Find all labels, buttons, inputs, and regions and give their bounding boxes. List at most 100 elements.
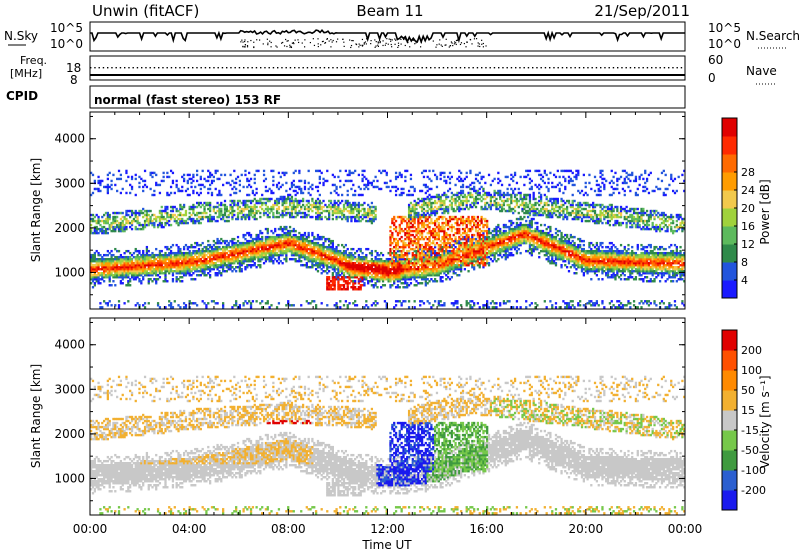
power-cell: [365, 300, 367, 302]
nave-dot: [201, 67, 202, 68]
power-cell: [410, 282, 412, 284]
power-cell: [365, 254, 367, 256]
power-cell: [142, 250, 144, 252]
nsearch-dot: [454, 41, 455, 42]
power-cell: [280, 176, 282, 178]
nsearch-dot: [366, 43, 367, 44]
nsearch-dot: [386, 43, 387, 44]
power-cell: [345, 170, 347, 172]
nave-dot: [281, 67, 282, 68]
power-cell: [443, 176, 445, 178]
nave-dot: [634, 67, 635, 68]
power-cell: [291, 196, 293, 198]
power-cell: [99, 190, 101, 192]
power-cell: [395, 304, 397, 306]
power-cell: [203, 186, 205, 188]
power-cell: [241, 268, 243, 270]
nsearch-dot: [286, 41, 287, 42]
nsearch-dot: [324, 43, 325, 44]
nsearch-dot: [467, 42, 468, 43]
nave-dot: [583, 67, 584, 68]
power-cell: [354, 194, 356, 196]
nave-dot: [566, 67, 567, 68]
power-cell: [181, 186, 183, 188]
power-cell: [354, 190, 356, 192]
nsearch-dot: [285, 39, 286, 40]
power-cell: [112, 280, 114, 282]
power-cell: [110, 188, 112, 190]
power-cell: [363, 208, 365, 210]
nsearch-dot: [433, 40, 434, 41]
nave-dot: [256, 67, 257, 68]
nsearch-dot: [259, 39, 260, 40]
power-cell: [209, 202, 211, 204]
nsearch-dot: [364, 42, 365, 43]
power-cell: [220, 208, 222, 210]
nave-dot: [226, 67, 227, 68]
power-cell: [304, 232, 306, 234]
nsearch-dot: [386, 38, 387, 39]
nsearch-dot: [323, 41, 324, 42]
nsearch-dot: [297, 39, 298, 40]
power-cell: [263, 170, 265, 172]
nave-dot: [545, 67, 546, 68]
nsearch-dot: [479, 43, 480, 44]
nsearch-dot: [485, 45, 486, 46]
power-cell: [159, 184, 161, 186]
nsearch-dot: [375, 45, 376, 46]
power-cell: [341, 200, 343, 202]
power-cell: [269, 216, 271, 218]
power-cell: [328, 276, 330, 278]
power-cell: [322, 200, 324, 202]
nave-dot: [528, 67, 529, 68]
nave-dot: [536, 67, 537, 68]
nave-label: Nave: [746, 64, 777, 78]
power-cell: [187, 222, 189, 224]
nave-dot: [298, 67, 299, 68]
power-cell: [363, 202, 365, 204]
nave-dot: [184, 67, 185, 68]
power-cell: [261, 194, 263, 196]
nsearch-dot: [250, 40, 251, 41]
nsky-label: N.Sky: [4, 29, 38, 43]
nsearch-dot: [476, 38, 477, 39]
nave-dot: [494, 67, 495, 68]
nave-dot: [447, 67, 448, 68]
power-cell: [116, 190, 118, 192]
nave-dot: [349, 67, 350, 68]
power-cell: [129, 192, 131, 194]
nave-dot: [468, 67, 469, 68]
power-cell: [389, 190, 391, 192]
power-cell: [170, 186, 172, 188]
power-cell: [172, 244, 174, 246]
power-cell: [272, 180, 274, 182]
nsearch-dot: [245, 44, 246, 45]
nsearch-dot: [445, 44, 446, 45]
nave-dot: [366, 67, 367, 68]
power-data: [90, 170, 687, 309]
nsearch-dot: [318, 46, 319, 47]
nave-dot: [587, 67, 588, 68]
power-cell: [153, 194, 155, 196]
power-cell: [163, 180, 165, 182]
freq-label-2: [MHz]: [10, 67, 42, 80]
nave-dot: [430, 67, 431, 68]
power-cell: [287, 300, 289, 302]
power-cell: [402, 192, 404, 194]
nave-dot: [477, 67, 478, 68]
nsearch-dot: [267, 43, 268, 44]
nave-dot: [677, 67, 678, 68]
power-cell: [112, 174, 114, 176]
power-cell: [252, 190, 254, 192]
nave-dot: [570, 67, 571, 68]
nave-dot: [630, 67, 631, 68]
power-cell: [131, 228, 133, 230]
nave-dot: [162, 67, 163, 68]
power-cell: [423, 176, 425, 178]
power-cell: [270, 198, 272, 200]
power-cell: [185, 210, 187, 212]
nsearch-dot: [333, 40, 334, 41]
nsearch-dot: [350, 47, 351, 48]
power-cell: [125, 180, 127, 182]
power-cell: [192, 180, 194, 182]
